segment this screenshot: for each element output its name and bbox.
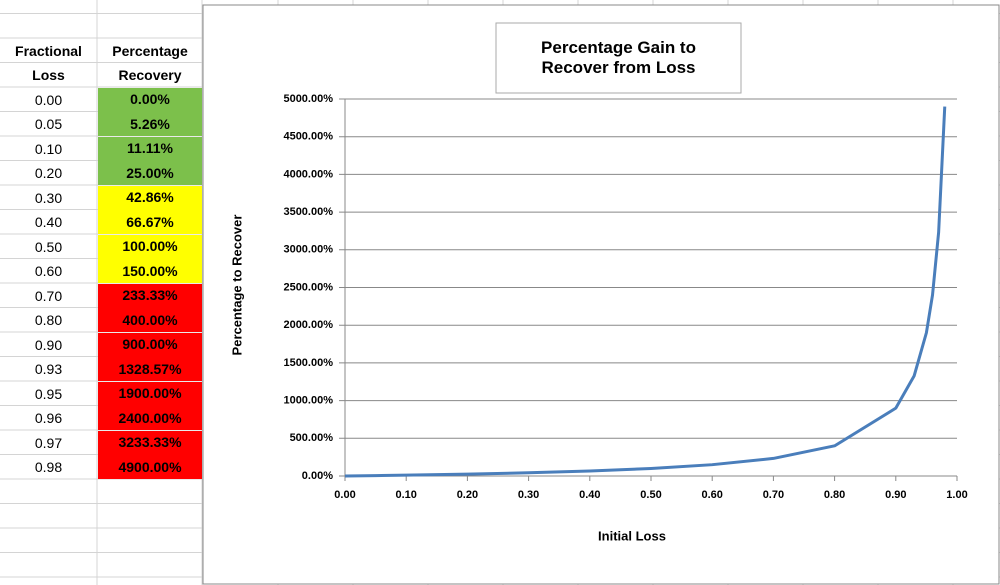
loss-cell: 0.95 <box>34 385 63 402</box>
loss-cell: 0.80 <box>34 312 63 328</box>
recovery-cell: 25.00% <box>98 161 202 185</box>
y-tick-label: 3000.00% <box>283 244 333 256</box>
recovery-cell: 400.00% <box>98 308 202 332</box>
x-tick-label: 0.10 <box>395 489 416 501</box>
y-tick-label: 1000.00% <box>283 395 333 407</box>
y-tick-label: 4000.00% <box>283 168 333 180</box>
recovery-cell: 42.86% <box>98 185 202 210</box>
loss-cell: 0.10 <box>34 140 63 157</box>
loss-cell: 0.90 <box>34 336 63 353</box>
x-tick-label: 0.20 <box>457 489 478 501</box>
y-axis-label: Percentage to Recover <box>229 215 244 356</box>
header-cell: Percentage Recovery <box>112 42 188 83</box>
recovery-cell: 66.67% <box>98 210 202 234</box>
title-box <box>495 22 742 94</box>
x-axis-label: Initial Loss <box>598 528 666 543</box>
recovery-cell: 1900.00% <box>98 381 202 406</box>
recovery-cell: 4900.00% <box>98 455 202 479</box>
y-tick-label: 2000.00% <box>283 319 333 331</box>
recovery-cell: 100.00% <box>98 234 202 259</box>
recovery-cell: 11.11% <box>98 136 202 161</box>
loss-cell: 0.40 <box>34 214 63 230</box>
recovery-cell: 233.33% <box>98 283 202 308</box>
loss-cell: 0.96 <box>34 410 63 426</box>
recovery-cell: 150.00% <box>98 259 202 283</box>
recovery-cell: 3233.33% <box>98 430 202 455</box>
loss-cell: 0.20 <box>34 165 63 181</box>
x-tick-label: 1.00 <box>946 489 967 501</box>
chart-title: Percentage Gain to Recover from Loss <box>541 38 696 77</box>
y-tick-label: 0.00% <box>302 470 333 482</box>
loss-cell: 0.50 <box>34 238 63 255</box>
chart-frame <box>202 4 1000 585</box>
y-tick-label: 3500.00% <box>283 206 333 218</box>
y-tick-label: 1500.00% <box>283 357 333 369</box>
loss-cell: 0.00 <box>34 91 63 108</box>
x-tick-label: 0.90 <box>885 489 906 501</box>
recovery-cell: 2400.00% <box>98 406 202 430</box>
recovery-cell: 0.00% <box>98 87 202 112</box>
loss-cell: 0.60 <box>34 263 63 279</box>
y-tick-label: 2500.00% <box>283 281 333 293</box>
y-tick-label: 5000.00% <box>283 93 333 105</box>
loss-cell: 0.30 <box>34 189 63 206</box>
x-tick-label: 0.60 <box>701 489 722 501</box>
x-tick-label: 0.30 <box>518 489 539 501</box>
loss-cell: 0.97 <box>34 434 63 451</box>
x-tick-label: 0.50 <box>640 489 661 501</box>
x-tick-label: 0.80 <box>824 489 845 501</box>
x-tick-label: 0.00 <box>334 489 355 501</box>
series-line <box>344 106 947 478</box>
title-wrap: Percentage Gain to Recover from Loss <box>541 38 696 77</box>
y-tick-label: 4500.00% <box>283 131 333 143</box>
loss-cell: 0.70 <box>34 287 63 304</box>
x-tick-label: 0.40 <box>579 489 600 501</box>
recovery-cell: 5.26% <box>98 112 202 136</box>
x-tick-label: 0.70 <box>763 489 784 501</box>
header-cell: Fractional Loss <box>15 42 82 83</box>
recovery-cell: 900.00% <box>98 332 202 357</box>
loss-cell: 0.05 <box>34 116 63 132</box>
loss-cell: 0.98 <box>34 459 63 475</box>
loss-cell: 0.93 <box>34 361 63 377</box>
recovery-cell: 1328.57% <box>98 357 202 381</box>
y-tick-label: 500.00% <box>290 432 334 444</box>
